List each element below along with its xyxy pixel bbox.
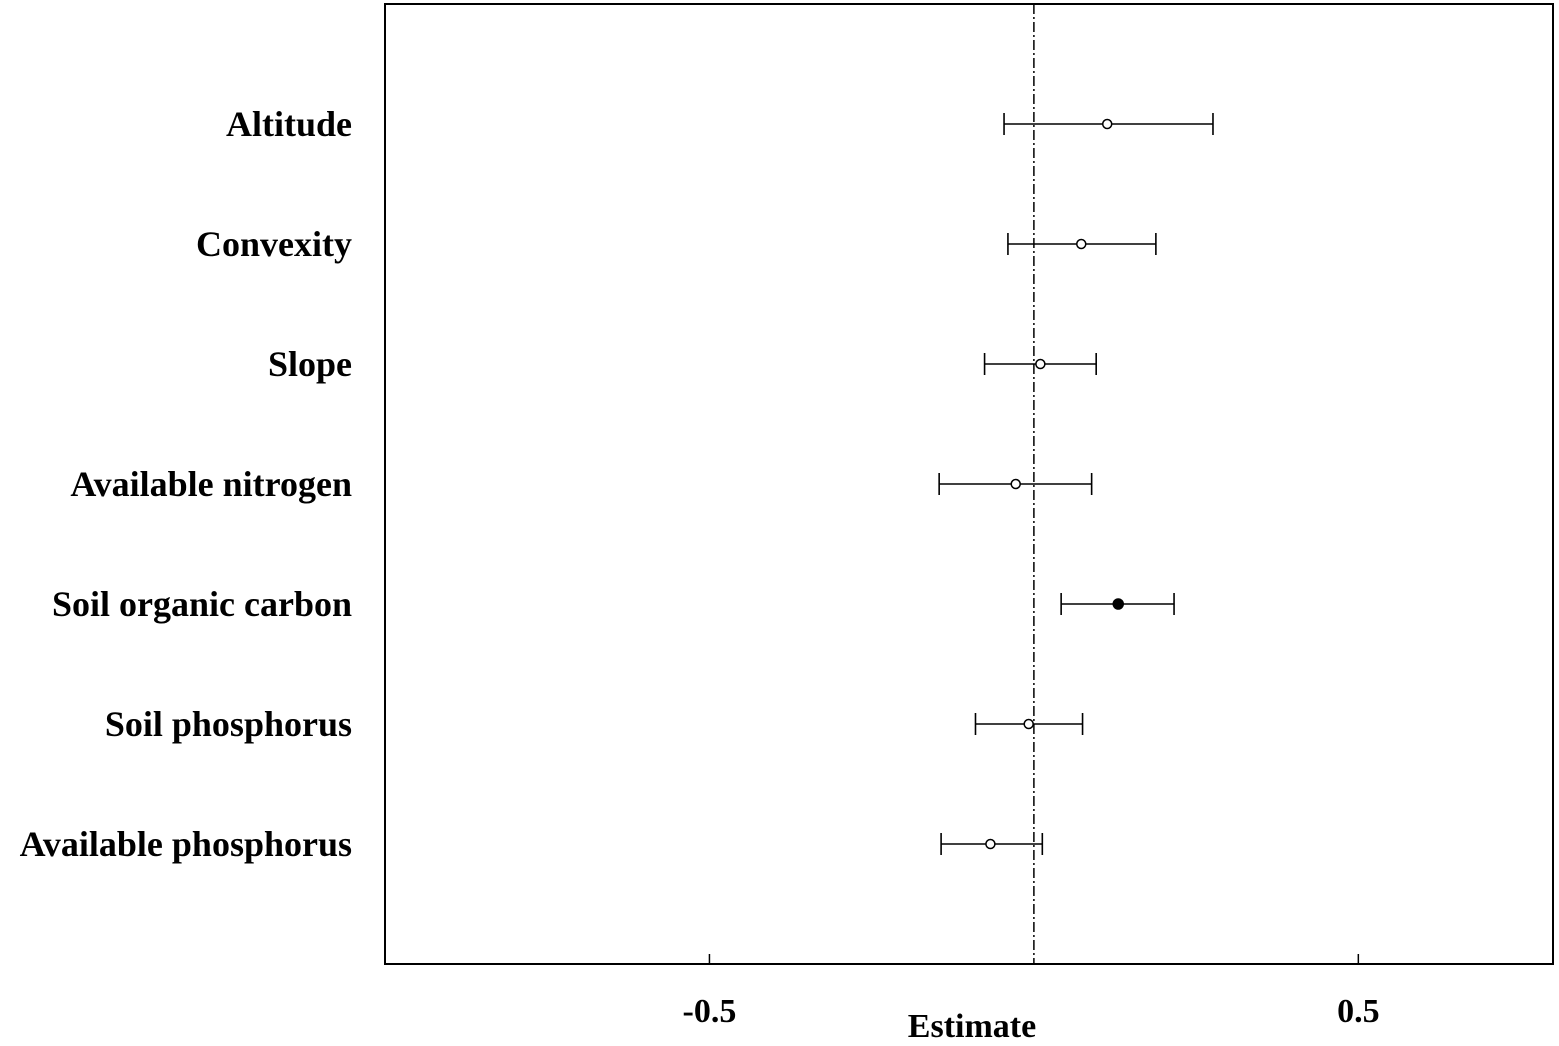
estimate-point [1010, 478, 1021, 490]
category-label: Available nitrogen [70, 464, 352, 504]
category-label: Slope [268, 344, 352, 384]
x-tick-label: 0.5 [1337, 993, 1380, 1030]
estimate-point [1035, 358, 1046, 370]
x-axis-title: Estimate [908, 1008, 1036, 1041]
category-label: Available phosphorus [20, 824, 352, 864]
x-tick-label: -0.5 [683, 993, 737, 1030]
estimate-point [1101, 118, 1113, 130]
category-label: Soil phosphorus [105, 704, 352, 744]
category-label: Convexity [196, 224, 352, 264]
estimate-point [1112, 598, 1124, 610]
category-label: Altitude [226, 104, 352, 144]
plot-frame [384, 3, 1554, 965]
estimate-point [1076, 238, 1087, 250]
estimate-point [1023, 718, 1034, 730]
category-label: Soil organic carbon [52, 584, 352, 624]
estimate-point [985, 838, 996, 850]
